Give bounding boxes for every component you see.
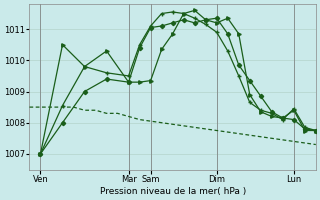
X-axis label: Pression niveau de la mer( hPa ): Pression niveau de la mer( hPa ): [100, 187, 246, 196]
